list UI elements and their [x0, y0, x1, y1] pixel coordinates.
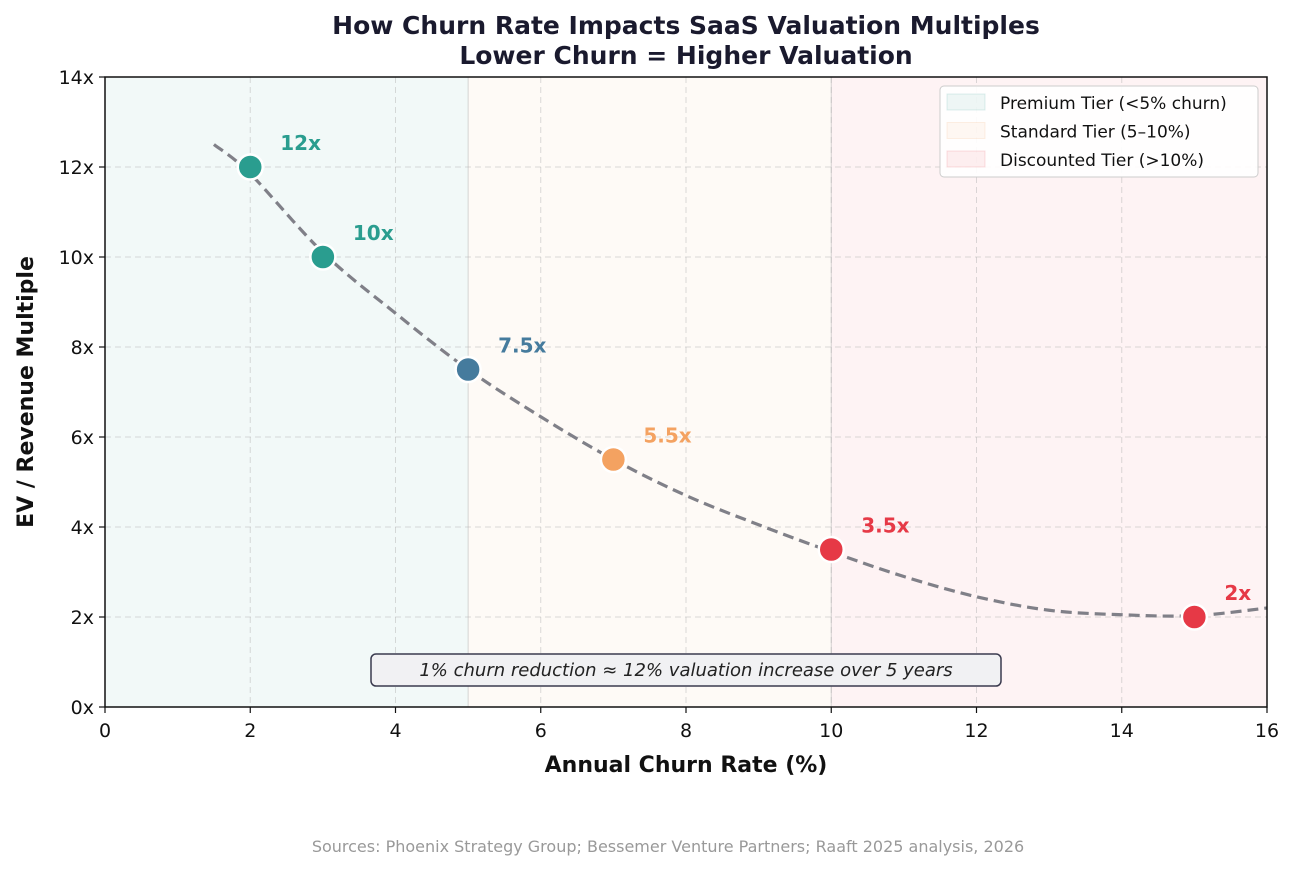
data-point-6	[1180, 603, 1209, 631]
data-label-5: 3.5x	[861, 514, 909, 538]
x-axis-ticks: 0 2 4 6 8 10 12 14 16	[99, 707, 1279, 742]
chart-subtitle: Lower Churn = Higher Valuation	[459, 41, 912, 70]
y-tick-label: 0x	[71, 697, 94, 719]
annotation-box: 1% churn reduction ≈ 12% valuation incre…	[370, 653, 1002, 687]
tier-region-2	[468, 77, 832, 707]
y-tick-label: 2x	[71, 607, 94, 629]
annotation-background	[370, 653, 1002, 687]
x-tick-label: 12	[964, 720, 988, 742]
data-label-2: 10x	[353, 221, 394, 245]
legend-label-2: Standard Tier (5–10%)	[1000, 123, 1191, 143]
x-axis-label: Annual Churn Rate (%)	[545, 753, 828, 778]
y-tick-label: 6x	[71, 427, 94, 449]
data-labels: 12x 10x 7.5x 5.5x 3.5x 2x	[280, 131, 1251, 605]
x-tick-label: 6	[535, 720, 547, 742]
y-tick-label: 12x	[59, 157, 94, 179]
trend-line	[212, 143, 1268, 618]
data-points	[236, 153, 1209, 631]
legend-swatch-3	[946, 150, 986, 168]
x-tick-label: 0	[99, 720, 111, 742]
legend-label-1: Premium Tier (<5% churn)	[1000, 94, 1227, 114]
y-tick-label: 4x	[71, 517, 94, 539]
source-note: Sources: Phoenix Strategy Group; Besseme…	[312, 837, 1024, 856]
legend: Premium Tier (<5% churn) Standard Tier (5…	[939, 85, 1259, 178]
data-label-1: 12x	[280, 131, 321, 155]
x-tick-label: 2	[244, 720, 256, 742]
data-point-1	[236, 153, 264, 181]
x-tick-label: 8	[680, 720, 692, 742]
tier-region-3	[831, 77, 1267, 707]
x-tick-label: 10	[819, 720, 843, 742]
y-axis-label: EV / Revenue Multiple	[14, 256, 39, 528]
x-tick-label: 14	[1110, 720, 1134, 742]
legend-swatch-1	[946, 93, 986, 111]
legend-label-3: Discounted Tier (>10%)	[1000, 151, 1204, 171]
legend-frame	[939, 85, 1259, 178]
annotation-text: 1% churn reduction ≈ 12% valuation incre…	[419, 660, 952, 681]
x-tick-label: 4	[389, 720, 401, 742]
data-label-4: 5.5x	[643, 424, 691, 448]
y-axis-ticks: 0x 2x 4x 6x 8x 10x 12x 14x	[59, 67, 105, 719]
legend-swatch-2	[946, 122, 986, 139]
data-label-3: 7.5x	[498, 334, 546, 358]
data-point-5	[817, 535, 845, 564]
y-tick-label: 14x	[59, 67, 94, 89]
y-tick-label: 10x	[59, 247, 94, 269]
trend-line-layer	[212, 143, 1268, 618]
data-label-6: 2x	[1224, 581, 1251, 605]
data-point-2	[309, 243, 337, 271]
y-tick-label: 8x	[71, 337, 94, 359]
data-point-3	[454, 355, 482, 384]
data-point-4	[599, 445, 628, 474]
tier-region-1	[105, 77, 469, 707]
chart-title: How Churn Rate Impacts SaaS Valuation Mu…	[332, 11, 1040, 40]
x-tick-label: 16	[1255, 720, 1279, 742]
tier-regions	[105, 77, 1267, 707]
